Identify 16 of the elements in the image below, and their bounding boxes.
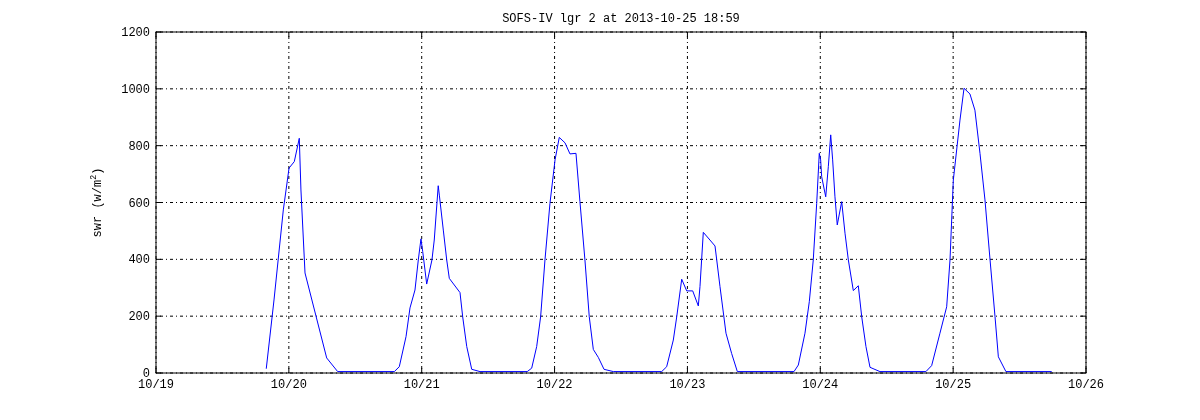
chart-title: SOFS-IV lgr 2 at 2013-10-25 18:59 [502,12,740,26]
y-tick-label: 1000 [121,82,150,97]
x-tick-label: 10/21 [403,378,440,392]
y-tick-label: 1200 [121,26,150,40]
x-tick-label: 10/20 [270,378,307,392]
line-series [265,87,1053,373]
x-tick-label: 10/25 [935,378,972,392]
x-tick-label: 10/22 [536,378,573,392]
x-tick-label: 10/24 [802,378,839,392]
y-tick-label: 200 [128,310,150,325]
y-tick-label: 600 [128,196,150,211]
y-tick-label: 800 [128,139,150,154]
x-tick-label: 10/26 [1067,378,1105,392]
y-tick-label: 400 [128,253,150,268]
x-tick-label: 10/23 [669,378,706,392]
x-tick-label: 10/19 [137,378,175,392]
